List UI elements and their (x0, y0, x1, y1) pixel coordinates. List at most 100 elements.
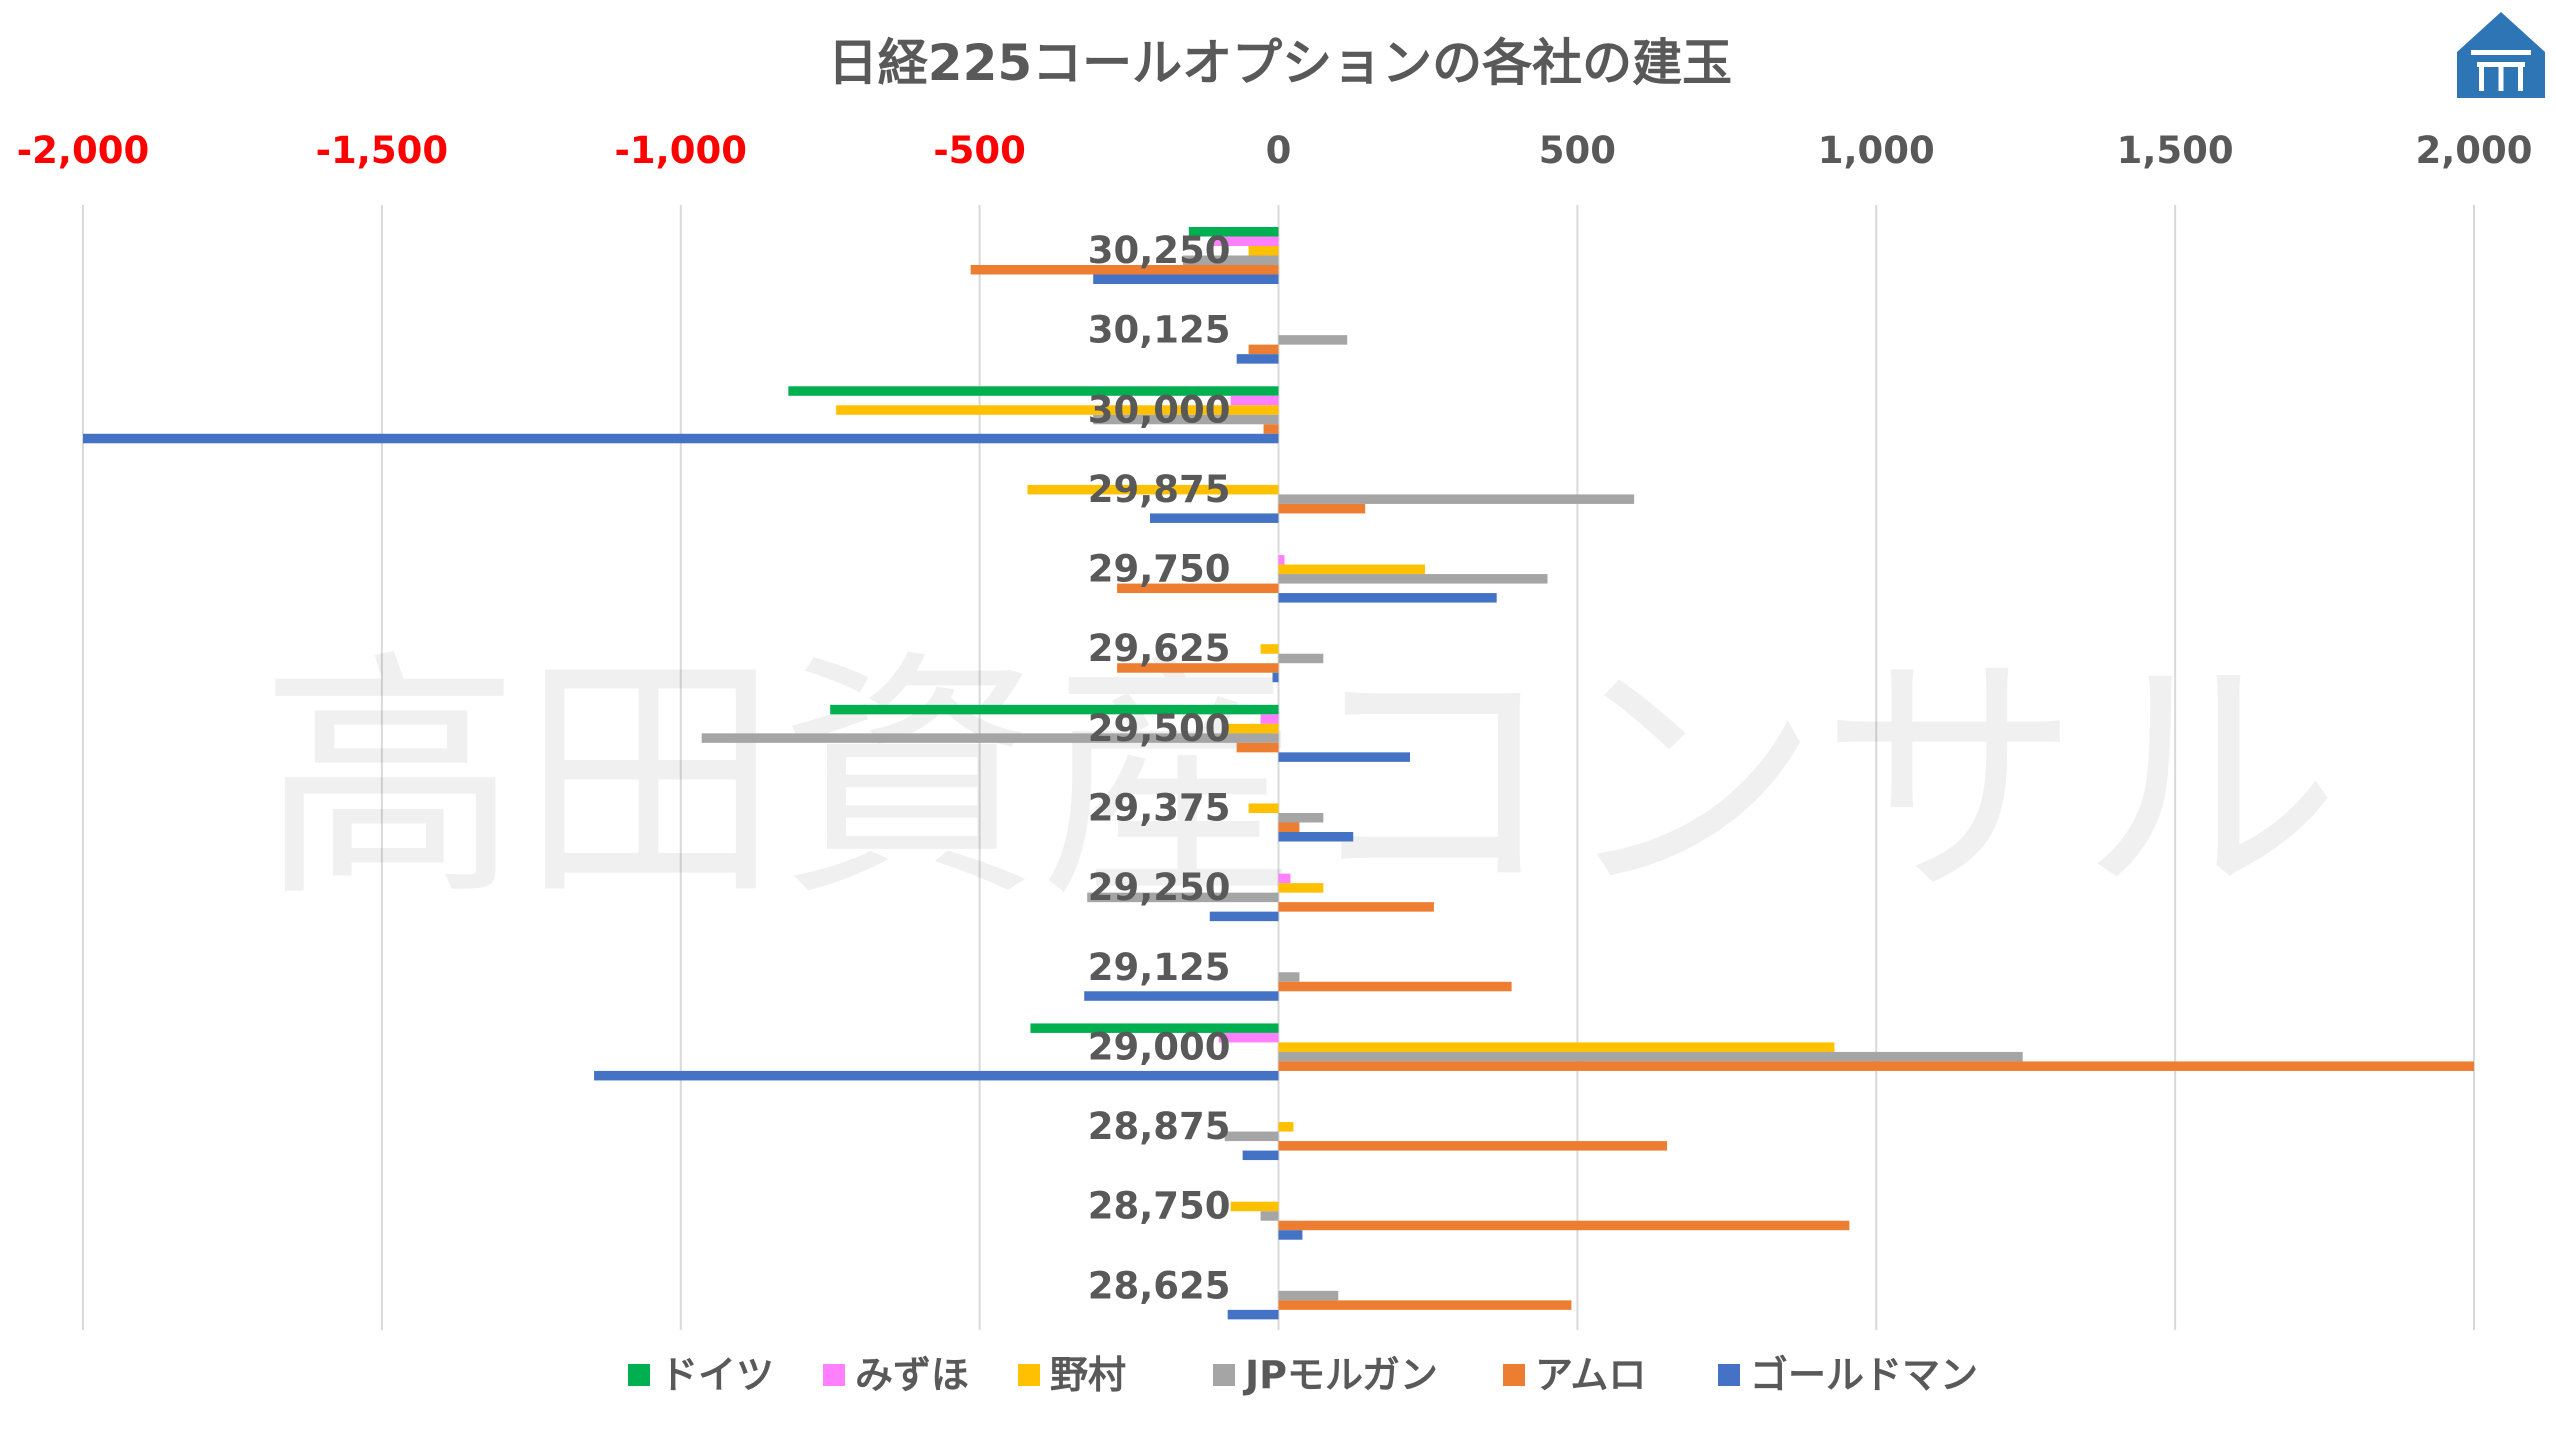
bar (1030, 1023, 1279, 1033)
category-label: 29,375 (1088, 787, 1231, 830)
category-label: 28,625 (1088, 1264, 1231, 1307)
x-tick-label: 2,000 (2415, 129, 2532, 172)
bar (1278, 1290, 1339, 1301)
category-label: 30,250 (1088, 229, 1231, 272)
legend-label: JPモルガン (1242, 1353, 1438, 1397)
bar (836, 405, 1279, 415)
bar (1278, 593, 1497, 603)
bar (1236, 354, 1279, 364)
bar (1278, 653, 1324, 664)
category-label: 28,750 (1088, 1185, 1231, 1228)
bar (1248, 803, 1279, 813)
legend-label: ゴールドマン (1750, 1353, 1978, 1397)
legend-swatch (1503, 1364, 1525, 1386)
bar (1278, 555, 1285, 565)
bar (1278, 1141, 1668, 1151)
bar (1212, 236, 1279, 246)
category-label: 29,125 (1088, 946, 1231, 989)
category-label: 30,125 (1088, 309, 1231, 352)
bar (1278, 873, 1291, 884)
bar (1093, 414, 1279, 425)
bar (1272, 672, 1279, 683)
category-label: 29,500 (1088, 707, 1231, 750)
category-label: 29,875 (1088, 468, 1231, 511)
watermark-text: 高田資産コンサル (260, 630, 2340, 932)
bar (594, 1070, 1279, 1081)
bar (1278, 503, 1366, 514)
legend-swatch (1018, 1364, 1040, 1386)
bar (1278, 494, 1635, 504)
bar (1218, 1032, 1279, 1043)
category-label: 28,875 (1088, 1105, 1231, 1148)
bar (1260, 644, 1279, 654)
bar (1278, 883, 1324, 893)
x-tick-label: 500 (1539, 129, 1616, 172)
category-label: 30,000 (1088, 388, 1231, 431)
category-label: 29,000 (1088, 1025, 1231, 1068)
bar (1248, 344, 1279, 355)
bar (1278, 1300, 1572, 1310)
bar (1248, 246, 1279, 256)
category-label: 29,250 (1088, 866, 1231, 909)
x-tick-label: 1,500 (2117, 129, 2234, 172)
bar (1278, 574, 1548, 584)
bar (1278, 1051, 2023, 1062)
x-tick-label: 0 (1266, 129, 1292, 172)
bar (830, 704, 1279, 715)
category-label: 29,625 (1088, 627, 1231, 670)
legend-swatch (1213, 1364, 1235, 1386)
bar (1278, 752, 1411, 762)
bar (701, 733, 1279, 743)
bar (1278, 813, 1324, 823)
bar (1278, 822, 1300, 832)
bar (1230, 395, 1279, 406)
bar (1278, 1220, 1850, 1231)
chart-title: 日経225コールオプションの各社の建玉 (828, 34, 1732, 92)
bar (788, 386, 1279, 396)
bar (1149, 513, 1279, 523)
bar (1188, 227, 1279, 237)
category-label: 29,750 (1088, 548, 1231, 591)
bar (1278, 1042, 1835, 1052)
bar (1278, 981, 1512, 992)
bar (1227, 1309, 1279, 1320)
bar (1260, 714, 1279, 724)
bar (1230, 1201, 1279, 1212)
x-axis-ticks: -2,000 -1,500 -1,000 -500 0 500 1,000 1,500 2,00… (17, 129, 2533, 172)
legend-swatch (823, 1364, 845, 1386)
category-labels: 30,250 30,125 30,000 29,875 29,750 29,625 29,5… (1088, 229, 1231, 1307)
legend-label: ドイツ (660, 1353, 774, 1397)
x-tick-label: -1,500 (316, 129, 448, 172)
bar (1242, 1150, 1279, 1161)
bar (1278, 1122, 1294, 1132)
bar (1209, 911, 1279, 922)
logo-icon (2457, 12, 2545, 98)
bar (1278, 335, 1348, 345)
bar (1117, 583, 1279, 594)
bar (1263, 424, 1279, 434)
x-tick-label: -1,000 (615, 129, 747, 172)
x-tick-label: -2,000 (17, 129, 149, 172)
legend-swatch (1718, 1364, 1740, 1386)
legend-label: みずほ (855, 1353, 969, 1397)
bar (1278, 1061, 2474, 1071)
bar (1093, 274, 1279, 284)
bars (83, 227, 2474, 1320)
bar (970, 265, 1279, 275)
legend: ドイツ みずほ 野村 JPモルガン アムロ ゴールドマン (628, 1353, 1978, 1397)
bar (1117, 663, 1279, 673)
x-tick-label: -500 (933, 129, 1026, 172)
bar (1278, 972, 1300, 982)
legend-swatch (628, 1364, 650, 1386)
bar (1278, 564, 1425, 575)
bar (1027, 484, 1279, 495)
bar (1278, 902, 1434, 912)
bar (1182, 255, 1279, 265)
legend-label: 野村 (1050, 1353, 1126, 1397)
bar (1224, 1131, 1279, 1142)
bar (1224, 723, 1279, 734)
bar (1236, 742, 1279, 753)
bar (1084, 991, 1279, 1001)
